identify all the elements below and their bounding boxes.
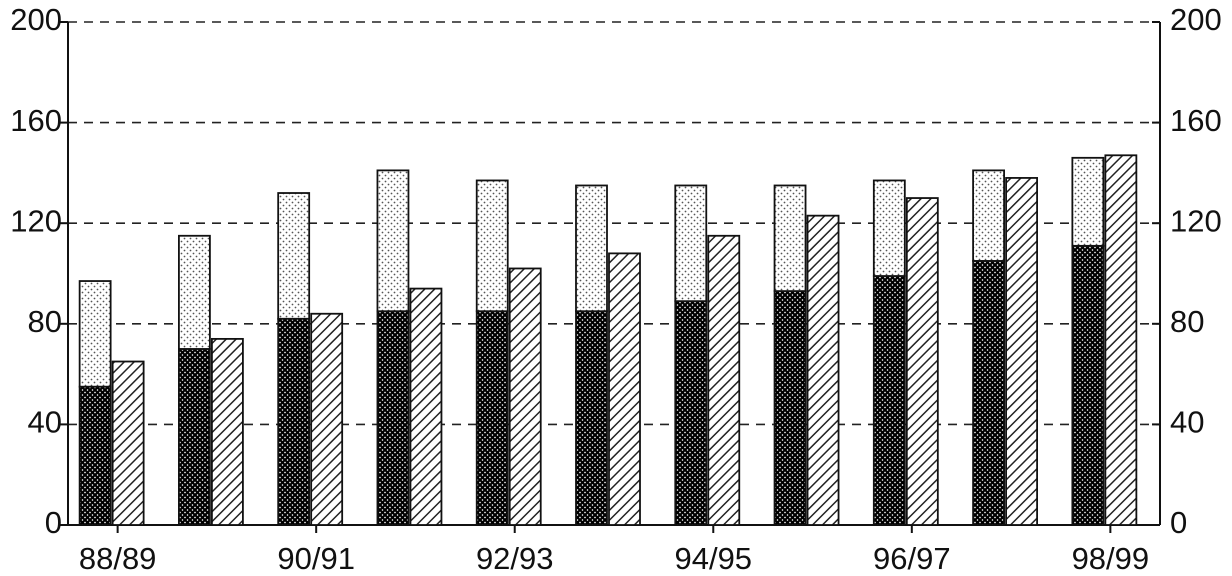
x-tick-label: 92/93 (476, 541, 554, 576)
y2-tick-label: 200 (1170, 2, 1222, 37)
bar-segment (78, 385, 112, 526)
bar-segment (178, 348, 211, 526)
bar-segment (872, 275, 906, 526)
x-tick-label: 88/89 (79, 541, 157, 576)
y-tick-label: 80 (28, 304, 62, 339)
bar-segment (211, 337, 244, 526)
bar-segment (608, 252, 641, 526)
bar-segment (277, 192, 311, 320)
x-tick-label: 90/91 (277, 541, 355, 576)
bar-segment (178, 234, 211, 350)
bar-segment (1005, 177, 1038, 526)
bar-segment (773, 184, 807, 293)
bar-segment (773, 290, 807, 526)
y-tick-label: 0 (45, 505, 62, 540)
bar-segment (674, 184, 708, 303)
y2-tick-label: 80 (1170, 304, 1204, 339)
bar-segment (376, 169, 410, 313)
y2-tick-label: 120 (1170, 203, 1222, 238)
x-tick-label: 96/97 (873, 541, 951, 576)
bar-segment (475, 179, 509, 313)
x-tick-label: 98/99 (1072, 541, 1150, 576)
bar-segment (1071, 156, 1105, 247)
y2-tick-label: 40 (1170, 405, 1204, 440)
bar-segment (972, 169, 1005, 262)
bar-segment (409, 287, 443, 526)
bar-segment (376, 310, 410, 526)
bar-segment (972, 260, 1005, 526)
bar-segment (310, 312, 344, 526)
bar-segment (872, 179, 906, 277)
x-tick-label: 94/95 (674, 541, 752, 576)
y-tick-label: 40 (28, 405, 62, 440)
bar-segment (575, 310, 608, 526)
y-tick-label: 200 (10, 2, 62, 37)
y-tick-label: 120 (10, 203, 62, 238)
bar-segment (475, 310, 509, 526)
y-tick-label: 160 (10, 103, 62, 138)
bar-segment (905, 197, 939, 526)
bar-segment (575, 184, 608, 313)
bar-segment (508, 267, 542, 526)
bar-segment (277, 317, 311, 526)
bar-segment (1071, 244, 1105, 526)
bar-segment (707, 234, 741, 526)
y2-tick-label: 160 (1170, 103, 1222, 138)
bar-segment (806, 214, 840, 526)
y2-tick-label: 0 (1170, 505, 1187, 540)
bar-segment (78, 280, 112, 388)
bar-segment (1104, 154, 1138, 526)
bar-segment (111, 360, 145, 526)
bar-segment (674, 300, 708, 526)
